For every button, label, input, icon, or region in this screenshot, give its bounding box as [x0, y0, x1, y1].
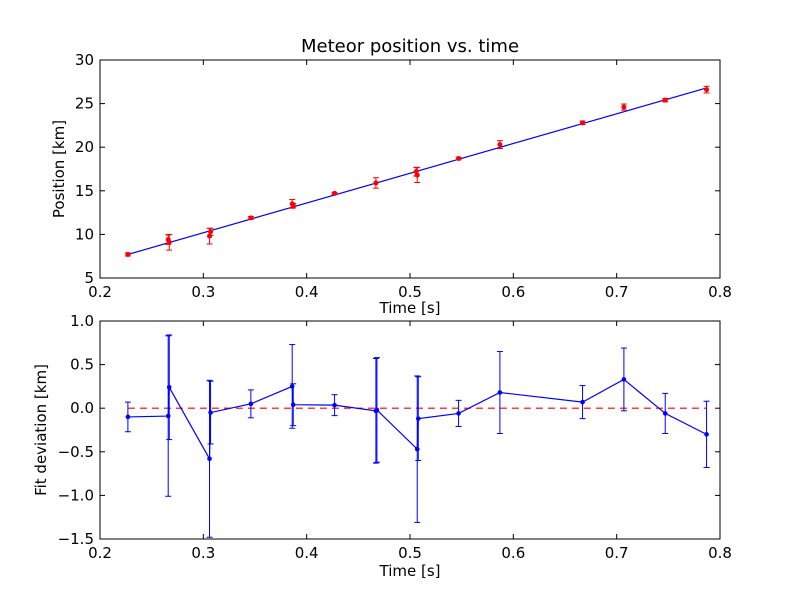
data-point	[166, 239, 172, 245]
y-axis-label: Fit deviation [km]	[32, 364, 50, 496]
data-point	[456, 411, 461, 416]
data-point	[704, 87, 710, 93]
y-tick-labels: 5 10 15 20 25 30	[75, 51, 720, 287]
x-axis-label: Time [s]	[379, 299, 441, 317]
data-point	[414, 446, 420, 452]
data-point	[580, 399, 585, 405]
data-point	[497, 142, 503, 148]
y-tick-label: −0.5	[58, 443, 94, 461]
y-tick-label: 0.5	[70, 356, 94, 374]
y-axis-label: Position [km]	[50, 120, 68, 218]
data-point	[373, 180, 379, 186]
x-tick-label: 0.6	[501, 283, 525, 301]
data-point	[456, 156, 462, 162]
x-tick-label: 0.3	[191, 544, 215, 562]
data-point	[165, 413, 171, 419]
y-tick-label: 20	[75, 138, 94, 156]
x-tick-label: 0.8	[708, 544, 732, 562]
data-point	[621, 104, 627, 110]
data-point	[166, 384, 172, 390]
data-point	[414, 172, 420, 178]
data-point	[704, 432, 709, 437]
data-point	[332, 190, 338, 196]
y-tick-label: 5	[84, 269, 94, 287]
data-point	[662, 411, 668, 416]
data-point	[248, 215, 254, 221]
data-point	[208, 229, 214, 235]
x-tick-label: 0.3	[191, 283, 215, 301]
data-point	[125, 414, 131, 420]
data-point	[580, 120, 586, 126]
chart-title: Meteor position vs. time	[301, 36, 519, 57]
y-tick-label: 0.0	[70, 399, 94, 417]
data-point	[332, 402, 337, 408]
plot-frame	[99, 59, 721, 279]
y-tick-label: 10	[75, 225, 94, 243]
y-tick-label: −1.0	[58, 486, 94, 504]
data-point	[290, 203, 296, 209]
x-tick-label: 0.5	[398, 544, 422, 562]
x-tick-label: 0.7	[605, 283, 629, 301]
deviation-plot: Time [s] Fit deviation [km] 0.2 0.3 0.4 0.5…	[32, 312, 732, 580]
x-tick-labels: 0.2 0.3 0.4 0.5 0.6 0.7 0.8	[88, 60, 732, 301]
data-point	[621, 377, 627, 382]
plot-frame	[99, 320, 721, 540]
plot-marks	[124, 334, 710, 538]
x-tick-label: 0.6	[501, 544, 525, 562]
y-tick-label: 25	[75, 95, 94, 113]
data-point	[290, 402, 296, 408]
data-point	[415, 416, 421, 421]
data-point	[208, 410, 213, 415]
data-point	[125, 251, 131, 257]
y-tick-label: 30	[75, 51, 94, 69]
data-point	[207, 233, 213, 239]
data-point	[207, 456, 212, 462]
x-tick-label: 0.2	[88, 283, 112, 301]
x-axis-label: Time [s]	[379, 562, 441, 580]
x-tick-label: 0.2	[88, 544, 112, 562]
x-tick-label: 0.4	[295, 544, 319, 562]
position-plot: Meteor position vs. time Time [s] Positi…	[50, 36, 732, 317]
data-point	[289, 384, 295, 389]
data-point	[662, 97, 668, 103]
y-tick-label: −1.5	[58, 530, 94, 548]
y-tick-label: 1.0	[70, 312, 94, 330]
data-point	[248, 401, 254, 407]
x-tick-label: 0.5	[398, 283, 422, 301]
data-point	[374, 407, 380, 413]
x-tick-label: 0.4	[295, 283, 319, 301]
x-tick-label: 0.7	[605, 544, 629, 562]
x-tick-labels: 0.2 0.3 0.4 0.5 0.6 0.7 0.8	[88, 321, 732, 562]
y-tick-label: 15	[75, 182, 94, 200]
y-tick-labels: −1.5 −1.0 −0.5 0.0 0.5 1.0	[58, 312, 720, 548]
plot-marks	[124, 85, 710, 257]
x-tick-label: 0.8	[708, 283, 732, 301]
data-point	[497, 390, 503, 395]
